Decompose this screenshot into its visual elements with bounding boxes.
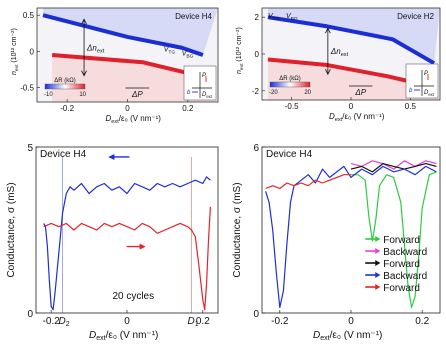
vtg-label: VTG (164, 46, 176, 55)
legend-label: Forward (383, 283, 420, 294)
delta-n-label: Δnext (86, 43, 105, 54)
arrowhead (325, 27, 331, 34)
colorbar-label: ΔR (kΩ) (54, 78, 76, 84)
series-line-3 (265, 165, 437, 309)
y-tick-label: 0 (27, 309, 33, 320)
y-tick-label: 0.5 (23, 11, 35, 20)
line-panel-3: -0.2 0 0.2 6 0 Device H4 Conductance, σ (mS) De… (232, 143, 441, 342)
colorbar (269, 81, 311, 88)
vbg-label: VBG (182, 50, 194, 59)
cycles-label: 20 cycles (112, 291, 154, 302)
line-plot-area-2 (43, 176, 211, 311)
x-axis-label: Dext/ε₀ (V nm⁻¹) (313, 330, 382, 342)
legend-arrowhead (375, 236, 381, 242)
colorbar-max: 20 (304, 90, 311, 96)
arrowhead (139, 243, 146, 250)
device-label: Device H4 (266, 149, 313, 160)
y-tick-label: 0 (253, 309, 259, 320)
device-label: Device H4 (175, 12, 212, 21)
legend-label: Forward (383, 235, 420, 246)
x-tick-label: 0.2 (182, 104, 194, 113)
heatmap-panel-0: -0.2 0 0.2 0.5 0 -0.5 Device H4 next (10¹² cm⁻²… (11, 7, 219, 125)
marker-label: D1 (187, 316, 198, 328)
delta-p-label: ΔP (354, 88, 366, 97)
legend-arrowhead (375, 260, 381, 266)
x-tick-label: -0.2 (60, 104, 74, 113)
colorbar-min: -10 (44, 92, 53, 98)
blue-wash (43, 8, 218, 55)
arrowhead (81, 18, 87, 25)
colorbar (44, 83, 86, 90)
inset-b-label: b (409, 88, 413, 94)
x-tick-label: -0.2 (271, 316, 289, 327)
inset-p-label: P (202, 73, 206, 79)
colorbar-min: -20 (269, 90, 278, 96)
line-plot-area-3 (265, 160, 437, 309)
x-tick-label: 0.2 (415, 316, 429, 327)
x-tick-label: 0 (349, 102, 354, 111)
y-axis-label: next (10¹² cm⁻²) (11, 28, 20, 75)
y-tick-label: 0 (30, 47, 35, 56)
x-axis-label: Dext/ε₀ (V nm⁻¹) (329, 112, 385, 123)
y-tick-label: 0 (255, 50, 260, 59)
y-axis-label: Conductance, σ (mS) (232, 182, 243, 277)
device-label: Device H4 (40, 149, 87, 160)
x-axis-label: Dext/ε₀ (V nm⁻¹) (89, 330, 158, 342)
inset-d-label: Dext (424, 90, 435, 97)
x-tick-label: 0 (125, 104, 130, 113)
legend-arrowhead (375, 272, 381, 278)
legend-label: Forward (383, 259, 420, 270)
blue-band (267, 15, 436, 65)
y-tick-label: -0.5 (20, 84, 34, 93)
series-line-4 (265, 174, 351, 190)
legend-label: Backward (383, 247, 427, 258)
series-line-0 (43, 176, 211, 311)
series-line-0 (351, 171, 437, 309)
x-tick-label: 0.5 (405, 102, 417, 111)
marker-label: D2 (59, 316, 70, 328)
inset-p-label: P (424, 71, 428, 77)
legend-arrowhead (375, 284, 381, 290)
red-wash (267, 59, 440, 100)
x-tick-label: -0.5 (285, 102, 299, 111)
y-tick-label: 6 (253, 143, 259, 154)
x-tick-label: 0 (124, 316, 130, 327)
legend-label: Backward (383, 271, 427, 282)
red-wash (52, 55, 218, 102)
vtg-label: VTG (268, 13, 280, 22)
series-line-1 (43, 206, 211, 311)
x-tick-label: -0.2 (43, 316, 61, 327)
device-label: Device H2 (397, 12, 434, 21)
arrowhead (108, 153, 115, 160)
legend-arrowhead (375, 248, 381, 254)
vbg-label: VBG (286, 13, 298, 22)
blue-band (42, 13, 204, 57)
colorbar-label: ΔR (kΩ) (279, 76, 301, 82)
y-tick-label: 5 (27, 143, 33, 154)
delta-n-label: Δnext (330, 47, 349, 58)
x-axis-label: Dext/ε₀ (V nm⁻¹) (106, 114, 162, 125)
x-tick-label: 0.2 (196, 316, 210, 327)
y-axis-label: Conductance, σ (mS) (6, 182, 17, 277)
inset-b-label: b (187, 90, 191, 96)
series-line-1 (350, 160, 437, 170)
x-tick-label: 0 (348, 316, 354, 327)
line-panel-2: D2 D1 -0.2 0 0.2 5 0 Device H4 Conductance, σ (m… (6, 143, 219, 342)
y-tick-label: 2 (255, 13, 260, 22)
heatmap-plot-area-0 (42, 8, 218, 102)
y-tick-label: -2 (252, 87, 260, 96)
series-line-2 (350, 163, 437, 173)
delta-p-label: ΔP (131, 90, 143, 99)
blue-wash (267, 8, 440, 64)
colorbar-max: 10 (79, 92, 86, 98)
inset-d-label: Dext (202, 92, 213, 99)
arrowhead (325, 69, 331, 76)
y-axis-label: next (10¹² cm⁻²) (236, 27, 245, 74)
arrowhead (81, 70, 87, 77)
